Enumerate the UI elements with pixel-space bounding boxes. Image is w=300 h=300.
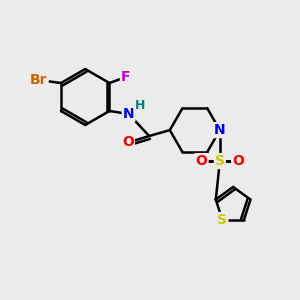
- Text: S: S: [218, 213, 227, 227]
- Text: H: H: [135, 99, 145, 112]
- Text: O: O: [196, 154, 208, 168]
- Text: N: N: [214, 123, 226, 137]
- Text: S: S: [215, 154, 225, 168]
- Text: O: O: [232, 154, 244, 168]
- Text: Br: Br: [30, 73, 48, 87]
- Text: N: N: [123, 107, 134, 121]
- Text: F: F: [121, 70, 130, 84]
- Text: O: O: [122, 136, 134, 149]
